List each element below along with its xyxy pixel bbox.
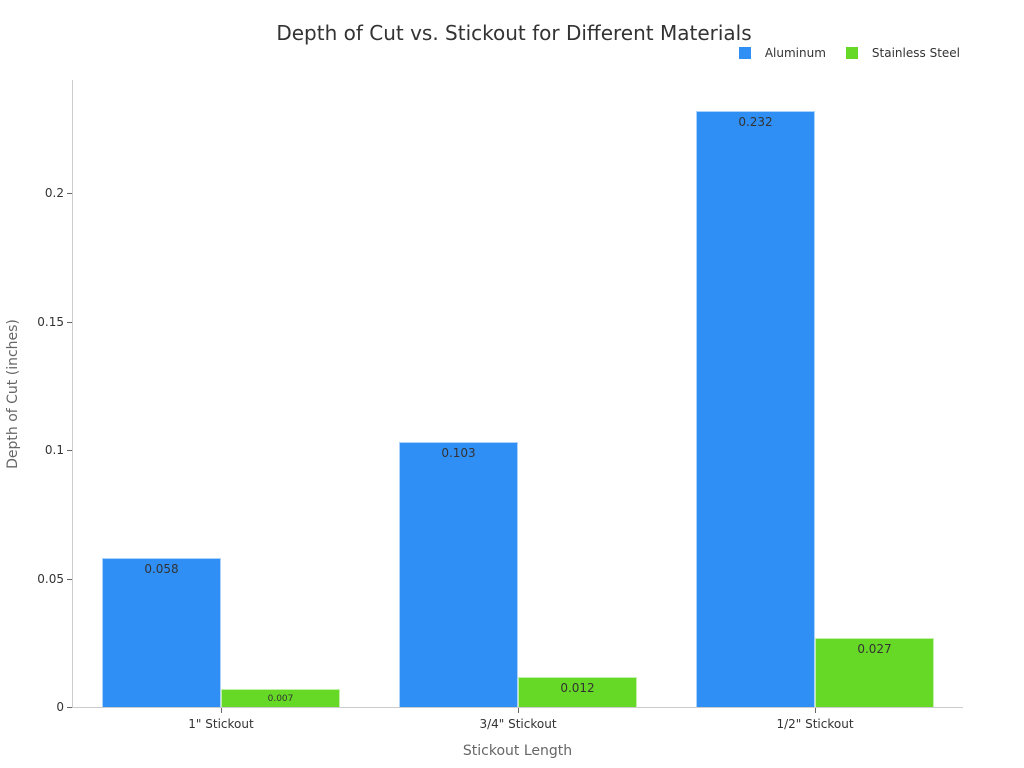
x-axis-label: Stickout Length	[462, 743, 573, 759]
legend: Aluminum Stainless Steel	[719, 46, 960, 60]
bar-stainless-1-2in[interactable]: 0.027	[815, 638, 934, 708]
legend-label: Aluminum	[764, 46, 826, 60]
x-tick-label: 3/4" Stickout	[479, 717, 557, 731]
bar-aluminum-1in[interactable]: 0.058	[102, 558, 221, 708]
bar-value-label: 0.027	[857, 642, 892, 656]
bar-stainless-3-4in[interactable]: 0.012	[518, 677, 637, 708]
y-axis-line	[72, 80, 73, 708]
chart-title: Depth of Cut vs. Stickout for Different …	[276, 21, 752, 45]
legend-label: Stainless Steel	[871, 46, 960, 60]
x-tick-label: 1" Stickout	[188, 717, 254, 731]
legend-item-stainless-steel[interactable]: Stainless Steel	[845, 46, 960, 60]
y-axis-label: Depth of Cut (inches)	[5, 319, 21, 469]
x-axis-line	[72, 707, 963, 708]
bar-value-label: 0.012	[560, 681, 595, 695]
bar-aluminum-3-4in[interactable]: 0.103	[399, 442, 518, 708]
x-tick	[815, 708, 816, 713]
x-tick	[518, 708, 519, 713]
bar-stainless-1in[interactable]: 0.007	[221, 689, 340, 708]
legend-swatch-aluminum	[738, 47, 751, 59]
bar-value-label: 0.232	[738, 115, 773, 129]
bar-value-label: 0.058	[144, 562, 179, 576]
bar-value-label: 0.007	[267, 694, 294, 704]
legend-item-aluminum[interactable]: Aluminum	[738, 46, 826, 60]
x-tick	[221, 708, 222, 713]
x-tick-label: 1/2" Stickout	[776, 717, 854, 731]
bar-aluminum-1-2in[interactable]: 0.232	[696, 111, 815, 708]
legend-swatch-stainless-steel	[845, 47, 858, 59]
bar-value-label: 0.103	[441, 446, 476, 460]
